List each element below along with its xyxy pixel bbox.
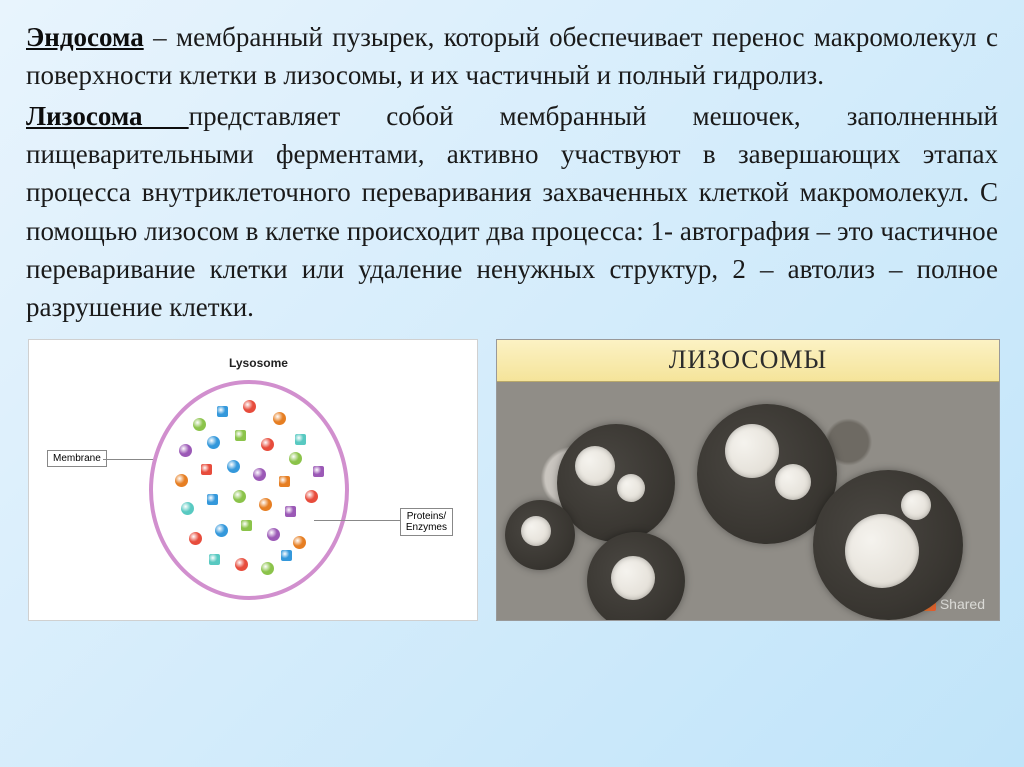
vesicle-inner [901,490,931,520]
lysosome-oval [149,380,349,600]
enzyme-dot [273,412,286,425]
enzyme-dot [243,400,256,413]
proteins-leader-line [314,520,402,521]
vesicle-inner [845,514,919,588]
enzyme-dot [261,562,274,575]
vesicle-inner [617,474,645,502]
micrograph-body: Shared [497,382,999,621]
proteins-label-line2: Enzymes [406,522,447,533]
membrane-label: Membrane [47,450,107,467]
enzyme-dot [193,418,206,431]
paragraph-lizosoma: Лизосома представляет собой мембранный м… [26,97,998,327]
watermark-text: Shared [940,596,985,612]
enzyme-dot [253,468,266,481]
enzyme-sq [241,520,252,531]
enzyme-dot [261,438,274,451]
vesicle [587,532,685,621]
diagram-title: Lysosome [229,356,288,370]
enzyme-sq [295,434,306,445]
enzyme-sq [235,430,246,441]
enzyme-sq [285,506,296,517]
enzyme-dot [293,536,306,549]
enzyme-sq [279,476,290,487]
vesicle [505,500,575,570]
vesicle-inner [575,446,615,486]
enzyme-dot [179,444,192,457]
term-lizosoma: Лизосома [26,101,189,131]
proteins-label-line1: Proteins/ [407,511,446,522]
vesicle-inner [775,464,811,500]
enzyme-dot [215,524,228,537]
enzyme-sq [207,494,218,505]
lysosome-micrograph: ЛИЗОСОМЫ Shared [496,339,1000,621]
para2-body: представляет собой мембранный мешочек, з… [26,101,998,323]
enzyme-dot [181,502,194,515]
vesicle-inner [611,556,655,600]
enzyme-dot [289,452,302,465]
enzyme-sq [217,406,228,417]
enzyme-dot [305,490,318,503]
membrane-leader-line [103,459,159,460]
enzyme-dot [233,490,246,503]
vesicle-inner [725,424,779,478]
enzyme-dot [259,498,272,511]
images-row: Lysosome Membrane Proteins/ Enzymes ЛИЗО… [26,339,998,621]
enzyme-dot [227,460,240,473]
enzyme-sq [201,464,212,475]
enzyme-dot [207,436,220,449]
lysosome-diagram: Lysosome Membrane Proteins/ Enzymes [28,339,478,621]
enzyme-sq [281,550,292,561]
vesicle [813,470,963,620]
enzyme-dot [267,528,280,541]
micrograph-header: ЛИЗОСОМЫ [497,340,999,382]
paragraph-endosoma: Эндосома – мембранный пузырек, который о… [26,18,998,95]
enzyme-dot [235,558,248,571]
para1-body: – мембранный пузырек, который обеспечива… [26,22,998,90]
enzyme-sq [313,466,324,477]
term-endosoma: Эндосома [26,22,144,52]
enzyme-sq [209,554,220,565]
vesicle-inner [521,516,551,546]
vesicle [557,424,675,542]
enzyme-dot [189,532,202,545]
enzyme-dot [175,474,188,487]
proteins-label: Proteins/ Enzymes [400,508,453,536]
